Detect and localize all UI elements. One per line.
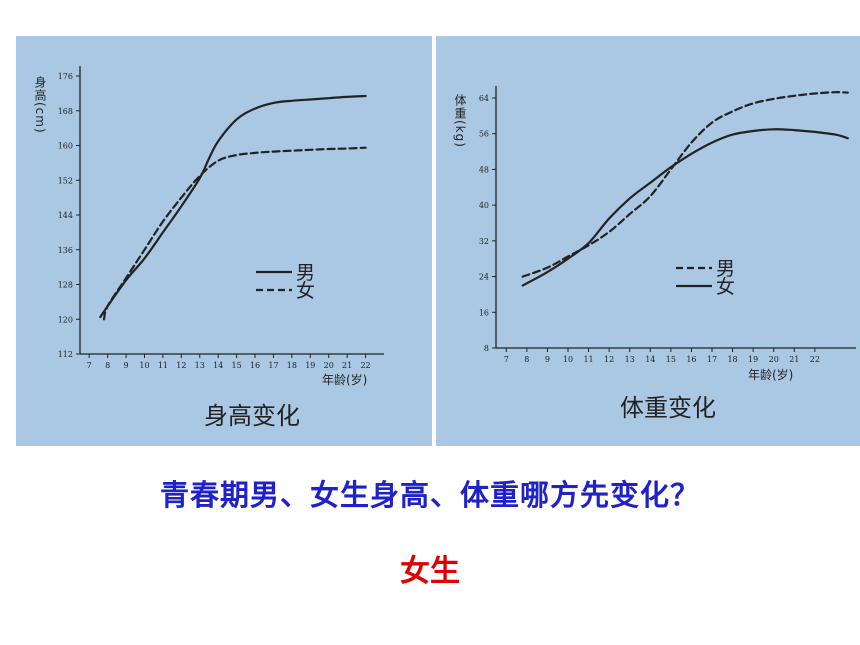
weight-x-axis-label: 年龄(岁)	[748, 367, 793, 382]
weight-y-tick-label: 56	[479, 130, 489, 139]
weight-chart-panel: 8 16 24 32 40 48 56 64 7 8 9 10 11 12 13 14 15 16 17 18 19 20…	[436, 36, 860, 446]
height-x-tick-label: 7	[87, 361, 92, 370]
weight-series-male-line	[521, 91, 849, 278]
weight-y-tick-label: 64	[479, 94, 489, 103]
weight-x-tick-label: 22	[810, 355, 820, 364]
weight-x-tick-label: 11	[583, 355, 593, 364]
height-x-tick-label: 22	[360, 361, 370, 370]
weight-y-tick-label: 16	[479, 308, 489, 317]
weight-y-tick-label: 24	[479, 273, 489, 282]
weight-caption: 体重变化	[620, 394, 716, 422]
height-series-female-line	[102, 146, 367, 321]
weight-x-tick-label: 21	[789, 355, 799, 364]
height-x-axis-label: 年龄(岁)	[322, 372, 367, 387]
height-x-tick-label: 20	[324, 361, 334, 370]
weight-y-tick-label: 48	[479, 165, 489, 174]
weight-x-tick-label: 18	[727, 355, 737, 364]
height-x-tick-label: 19	[305, 361, 315, 370]
height-y-tick-label: 168	[58, 107, 73, 116]
height-x-tick-label: 15	[232, 361, 242, 370]
weight-x-tick-label: 9	[545, 355, 550, 364]
height-x-tick-label: 16	[250, 361, 260, 370]
weight-y-tick-label: 8	[484, 344, 489, 353]
height-legend-female-label: 女	[296, 280, 315, 302]
weight-x-tick-label: 16	[686, 355, 696, 364]
height-x-tick-label: 17	[268, 361, 278, 370]
weight-y-tick-label: 40	[479, 201, 489, 210]
height-y-tick-label: 120	[58, 315, 73, 324]
weight-x-tick-label: 14	[645, 355, 655, 364]
height-y-tick-label: 160	[58, 142, 73, 151]
height-caption: 身高变化	[204, 402, 300, 430]
height-y-axis-label: 身高(cm)	[33, 75, 47, 134]
height-x-tick-label: 13	[195, 361, 205, 370]
weight-y-tick-label: 32	[479, 237, 489, 246]
height-y-tick-label: 136	[58, 246, 73, 255]
height-y-tick-label: 112	[58, 350, 73, 359]
weight-x-tick-label: 15	[666, 355, 676, 364]
height-x-tick-label: 11	[158, 361, 168, 370]
height-y-tick-label: 144	[58, 211, 73, 220]
height-x-tick-label: 9	[124, 361, 129, 370]
weight-x-tick-label: 17	[707, 355, 717, 364]
height-y-tick-label: 176	[58, 72, 73, 81]
height-x-tick-label: 12	[176, 361, 186, 370]
weight-y-axis-label: 体重(kg)	[453, 94, 467, 148]
weight-x-tick-label: 13	[625, 355, 635, 364]
question-text: 青春期男、女生身高、体重哪方先变化？	[159, 478, 700, 512]
height-x-tick-label: 8	[105, 361, 110, 370]
weight-x-tick-label: 8	[524, 355, 529, 364]
weight-chart: 8 16 24 32 40 48 56 64 7 8 9 10 11 12 13 14 15 16 17 18 19 20…	[453, 86, 856, 422]
height-legend-male-label: 男	[296, 262, 315, 284]
weight-legend-female-label: 女	[716, 276, 735, 298]
height-x-tick-label: 10	[139, 361, 149, 370]
height-y-tick-label: 152	[58, 176, 73, 185]
height-series-male-line	[99, 94, 367, 319]
height-x-tick-label: 18	[287, 361, 297, 370]
weight-x-tick-label: 7	[504, 355, 509, 364]
answer-text: 女生	[400, 554, 460, 589]
height-chart-panel: 112 120 128 136 144 152 160 168 176 7 8 9 10 11 12 13 14…	[16, 36, 432, 446]
weight-x-tick-label: 12	[604, 355, 614, 364]
height-y-tick-label: 128	[58, 281, 73, 290]
height-x-tick-label: 21	[342, 361, 352, 370]
weight-legend-male-label: 男	[716, 258, 735, 280]
weight-x-tick-label: 19	[748, 355, 758, 364]
weight-x-tick-label: 10	[563, 355, 573, 364]
weight-series-female-line	[521, 128, 849, 287]
weight-x-tick-label: 20	[769, 355, 779, 364]
height-chart: 112 120 128 136 144 152 160 168 176 7 8 9 10 11 12 13 14…	[33, 66, 384, 430]
height-x-tick-label: 14	[213, 361, 223, 370]
